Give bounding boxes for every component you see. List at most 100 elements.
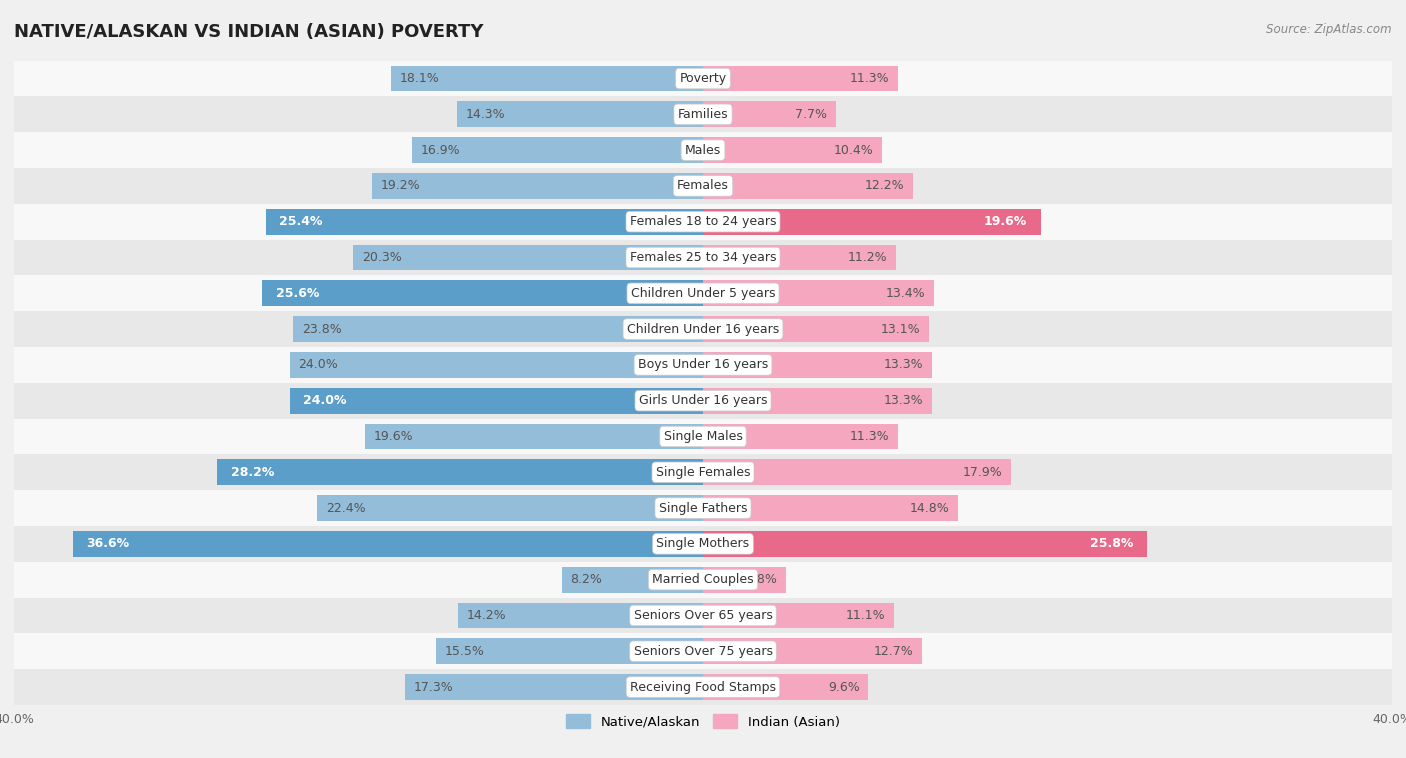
Bar <box>703 352 932 377</box>
Bar <box>318 495 703 521</box>
Text: 18.1%: 18.1% <box>399 72 440 85</box>
Bar <box>703 208 1040 234</box>
Text: 19.6%: 19.6% <box>374 430 413 443</box>
Text: Seniors Over 75 years: Seniors Over 75 years <box>634 645 772 658</box>
Bar <box>14 597 1392 634</box>
Bar <box>703 316 928 342</box>
Bar <box>218 459 703 485</box>
Bar <box>703 638 922 664</box>
Text: Boys Under 16 years: Boys Under 16 years <box>638 359 768 371</box>
Text: 14.8%: 14.8% <box>910 502 949 515</box>
Text: Single Fathers: Single Fathers <box>659 502 747 515</box>
Text: 36.6%: 36.6% <box>86 537 129 550</box>
Text: 11.1%: 11.1% <box>846 609 886 622</box>
Bar <box>14 96 1392 132</box>
Text: 4.8%: 4.8% <box>745 573 778 586</box>
Bar <box>366 424 703 449</box>
Bar <box>703 66 897 92</box>
Bar <box>391 66 703 92</box>
Bar <box>14 562 1392 597</box>
Bar <box>703 388 932 414</box>
Legend: Native/Alaskan, Indian (Asian): Native/Alaskan, Indian (Asian) <box>561 709 845 734</box>
Text: Poverty: Poverty <box>679 72 727 85</box>
Text: 12.2%: 12.2% <box>865 180 904 193</box>
Bar <box>14 275 1392 312</box>
Text: 20.3%: 20.3% <box>361 251 402 264</box>
Bar <box>703 603 894 628</box>
Text: 17.9%: 17.9% <box>963 465 1002 479</box>
Bar <box>14 168 1392 204</box>
Text: 24.0%: 24.0% <box>304 394 347 407</box>
Bar <box>703 245 896 271</box>
Text: Children Under 16 years: Children Under 16 years <box>627 323 779 336</box>
Text: 7.7%: 7.7% <box>794 108 827 121</box>
Text: 11.3%: 11.3% <box>849 72 889 85</box>
Bar <box>703 137 882 163</box>
Bar <box>14 418 1392 454</box>
Bar <box>262 280 703 306</box>
Bar <box>14 312 1392 347</box>
Text: 24.0%: 24.0% <box>298 359 337 371</box>
Text: 25.6%: 25.6% <box>276 287 319 300</box>
Bar <box>458 603 703 628</box>
Bar <box>14 347 1392 383</box>
Text: 13.3%: 13.3% <box>884 359 924 371</box>
Bar <box>266 208 703 234</box>
Bar <box>292 316 703 342</box>
Text: NATIVE/ALASKAN VS INDIAN (ASIAN) POVERTY: NATIVE/ALASKAN VS INDIAN (ASIAN) POVERTY <box>14 23 484 41</box>
Bar <box>14 490 1392 526</box>
Bar <box>703 102 835 127</box>
Text: Married Couples: Married Couples <box>652 573 754 586</box>
Text: 19.6%: 19.6% <box>984 215 1026 228</box>
Text: 22.4%: 22.4% <box>326 502 366 515</box>
Bar <box>14 204 1392 240</box>
Bar <box>703 674 869 700</box>
Bar <box>290 352 703 377</box>
Bar <box>457 102 703 127</box>
Text: 17.3%: 17.3% <box>413 681 453 694</box>
Text: Single Mothers: Single Mothers <box>657 537 749 550</box>
Bar <box>703 567 786 593</box>
Text: Receiving Food Stamps: Receiving Food Stamps <box>630 681 776 694</box>
Text: 14.2%: 14.2% <box>467 609 506 622</box>
Bar <box>373 173 703 199</box>
Text: 19.2%: 19.2% <box>381 180 420 193</box>
Bar <box>14 526 1392 562</box>
Text: 9.6%: 9.6% <box>828 681 859 694</box>
Text: 28.2%: 28.2% <box>231 465 274 479</box>
Bar <box>412 137 703 163</box>
Text: 8.2%: 8.2% <box>571 573 602 586</box>
Text: 13.4%: 13.4% <box>886 287 925 300</box>
Bar <box>73 531 703 557</box>
Bar <box>14 634 1392 669</box>
Text: 11.2%: 11.2% <box>848 251 887 264</box>
Bar <box>703 459 1011 485</box>
Bar <box>703 424 897 449</box>
Text: 13.3%: 13.3% <box>884 394 924 407</box>
Bar <box>14 132 1392 168</box>
Text: Single Males: Single Males <box>664 430 742 443</box>
Text: 14.3%: 14.3% <box>465 108 505 121</box>
Text: 11.3%: 11.3% <box>849 430 889 443</box>
Bar <box>703 173 912 199</box>
Text: Source: ZipAtlas.com: Source: ZipAtlas.com <box>1267 23 1392 36</box>
Text: Males: Males <box>685 143 721 157</box>
Text: Children Under 5 years: Children Under 5 years <box>631 287 775 300</box>
Bar <box>290 388 703 414</box>
Text: 25.4%: 25.4% <box>280 215 323 228</box>
Bar <box>405 674 703 700</box>
Bar <box>14 383 1392 418</box>
Text: 12.7%: 12.7% <box>873 645 912 658</box>
Text: Females 18 to 24 years: Females 18 to 24 years <box>630 215 776 228</box>
Text: Females 25 to 34 years: Females 25 to 34 years <box>630 251 776 264</box>
Bar <box>436 638 703 664</box>
Bar <box>703 495 957 521</box>
Text: Seniors Over 65 years: Seniors Over 65 years <box>634 609 772 622</box>
Text: 15.5%: 15.5% <box>444 645 485 658</box>
Bar <box>14 61 1392 96</box>
Bar <box>703 531 1147 557</box>
Text: 16.9%: 16.9% <box>420 143 460 157</box>
Bar <box>14 240 1392 275</box>
Text: 13.1%: 13.1% <box>880 323 920 336</box>
Bar <box>353 245 703 271</box>
